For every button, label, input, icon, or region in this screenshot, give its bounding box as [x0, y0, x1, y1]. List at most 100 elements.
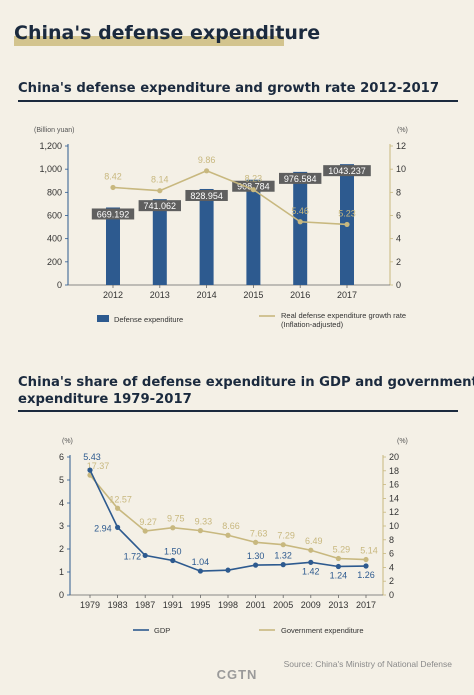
chart2-title-line-2: expenditure 1979-2017: [18, 392, 192, 407]
growth-rate-label: 5.23: [338, 208, 356, 218]
x-tick-label: 1983: [108, 600, 128, 610]
left-axis-unit: (Billion yuan): [34, 127, 74, 134]
gov-value-label: 7.63: [250, 528, 268, 538]
gov-point-2001: [253, 539, 259, 545]
gdp-value-label: 5.43: [83, 452, 101, 462]
bar-value-label: 669.192: [97, 209, 130, 219]
gov-value-label: 8.66: [222, 521, 240, 531]
chart2-title-line-1: China's share of defense expenditure in …: [18, 375, 474, 390]
gdp-point-1983: [115, 524, 121, 530]
main-title-block: China's defense expenditure: [14, 22, 321, 46]
right-tick-label: 6: [396, 211, 401, 221]
bar-label-box: [185, 189, 228, 201]
left-tick-label: 1,000: [39, 164, 62, 174]
right-tick-label: 10: [396, 164, 406, 174]
gdp-point-1998: [225, 567, 231, 573]
growth-rate-point-2013: [157, 188, 163, 194]
right-tick-label: 8: [389, 535, 394, 545]
bar-2014: [199, 188, 214, 285]
gdp-point-1991: [170, 557, 176, 564]
x-tick-label: 2016: [290, 290, 310, 300]
gdp-point-2009: [308, 559, 314, 565]
growth-rate-label: 8.23: [245, 174, 263, 184]
legend-gov-label: Government expenditure: [281, 626, 364, 635]
gov-point-1987: [142, 528, 148, 534]
right-tick-label: 12: [396, 141, 406, 151]
right-tick-label: 18: [389, 466, 399, 476]
page-title: China's defense expenditure: [14, 22, 321, 44]
bar-2012: [106, 207, 120, 285]
right-axis-unit: (%): [397, 438, 408, 445]
gov-value-label: 17.37: [87, 461, 110, 471]
gdp-value-label: 2.94: [94, 523, 112, 533]
gov-point-1995: [197, 528, 203, 534]
bar-value-label: 1043.237: [328, 166, 366, 176]
left-tick-label: 0: [59, 590, 64, 600]
gdp-value-label: 1.42: [302, 566, 320, 576]
left-tick-label: 2: [59, 544, 64, 554]
gov-value-label: 6.49: [305, 536, 323, 546]
gdp-point-2017: [363, 563, 369, 569]
gdp-value-label: 1.04: [192, 557, 210, 567]
chart2-title-rule: [18, 410, 458, 412]
chart-defense-share: (%) (%)01234560246810121416182017.3712.57…: [59, 438, 408, 635]
chart-defense-expenditure: (Billion yuan) (%) 0 200 400 600 800 1,000 1,200…: [34, 127, 408, 329]
growth-rate-point-2017: [344, 221, 350, 228]
gdp-value-label: 1.32: [274, 551, 292, 561]
gov-value-label: 7.29: [277, 531, 295, 541]
x-tick-label: 1979: [80, 600, 100, 610]
chart1-title-rule: [18, 100, 458, 102]
right-tick-label: 6: [389, 549, 394, 559]
gov-value-label: 12.57: [109, 494, 132, 504]
left-tick-label: 0: [57, 280, 62, 290]
x-tick-label: 2013: [328, 600, 348, 610]
left-tick-label: 200: [47, 257, 62, 267]
gov-point-1998: [225, 532, 231, 538]
bar-2016: [293, 171, 308, 285]
growth-rate-label: 9.86: [198, 155, 216, 165]
x-tick-label: 1987: [135, 600, 155, 610]
bar-2013: [152, 199, 167, 285]
growth-rate-point-2014: [204, 168, 210, 174]
right-tick-label: 14: [389, 493, 399, 503]
chart2-title: China's share of defense expenditure in …: [18, 374, 474, 408]
gdp-value-label: 1.24: [330, 570, 348, 580]
legend-bar-swatch: [97, 315, 109, 322]
source-note: Source: China's Ministry of National Def…: [283, 659, 452, 669]
bar-label-box: [138, 200, 181, 212]
left-tick-label: 6: [59, 452, 64, 462]
x-tick-label: 2014: [197, 290, 217, 300]
left-tick-label: 600: [47, 211, 62, 221]
legend-gdp-label: GDP: [154, 626, 170, 635]
legend-line-label-2: (Inflation-adjusted): [281, 320, 344, 329]
gdp-value-label: 1.26: [357, 570, 375, 580]
right-tick-label: 4: [389, 562, 394, 572]
right-tick-label: 12: [389, 507, 399, 517]
left-tick-label: 800: [47, 187, 62, 197]
right-tick-label: 0: [389, 590, 394, 600]
left-tick-label: 400: [47, 234, 62, 244]
growth-rate-point-2012: [110, 184, 116, 191]
gov-value-label: 9.33: [195, 517, 213, 527]
left-tick-label: 3: [59, 521, 64, 531]
x-tick-label: 2013: [150, 290, 170, 300]
growth-rate-line: [112, 169, 348, 226]
brand-logo: CGTN: [216, 667, 258, 682]
gdp-point-1987: [142, 552, 148, 559]
gov-point-2017: [363, 556, 369, 563]
gov-value-label: 9.27: [139, 517, 157, 527]
gov-point-2013: [335, 555, 341, 562]
right-tick-label: 10: [389, 521, 399, 531]
right-axis-unit: (%): [397, 127, 408, 134]
left-axis-unit: (%): [62, 438, 73, 445]
right-tick-label: 0: [396, 280, 401, 290]
x-tick-label: 2001: [246, 600, 266, 610]
growth-rate-point-2015: [250, 187, 256, 193]
x-tick-label: 2017: [356, 600, 376, 610]
x-tick-label: 2017: [337, 290, 357, 300]
x-tick-label: 2009: [301, 600, 321, 610]
x-tick-label: 2015: [243, 290, 263, 300]
legend-bar-label: Defense expenditure: [114, 315, 183, 324]
gdp-point-2013: [335, 563, 341, 570]
growth-rate-label: 8.42: [104, 171, 122, 181]
